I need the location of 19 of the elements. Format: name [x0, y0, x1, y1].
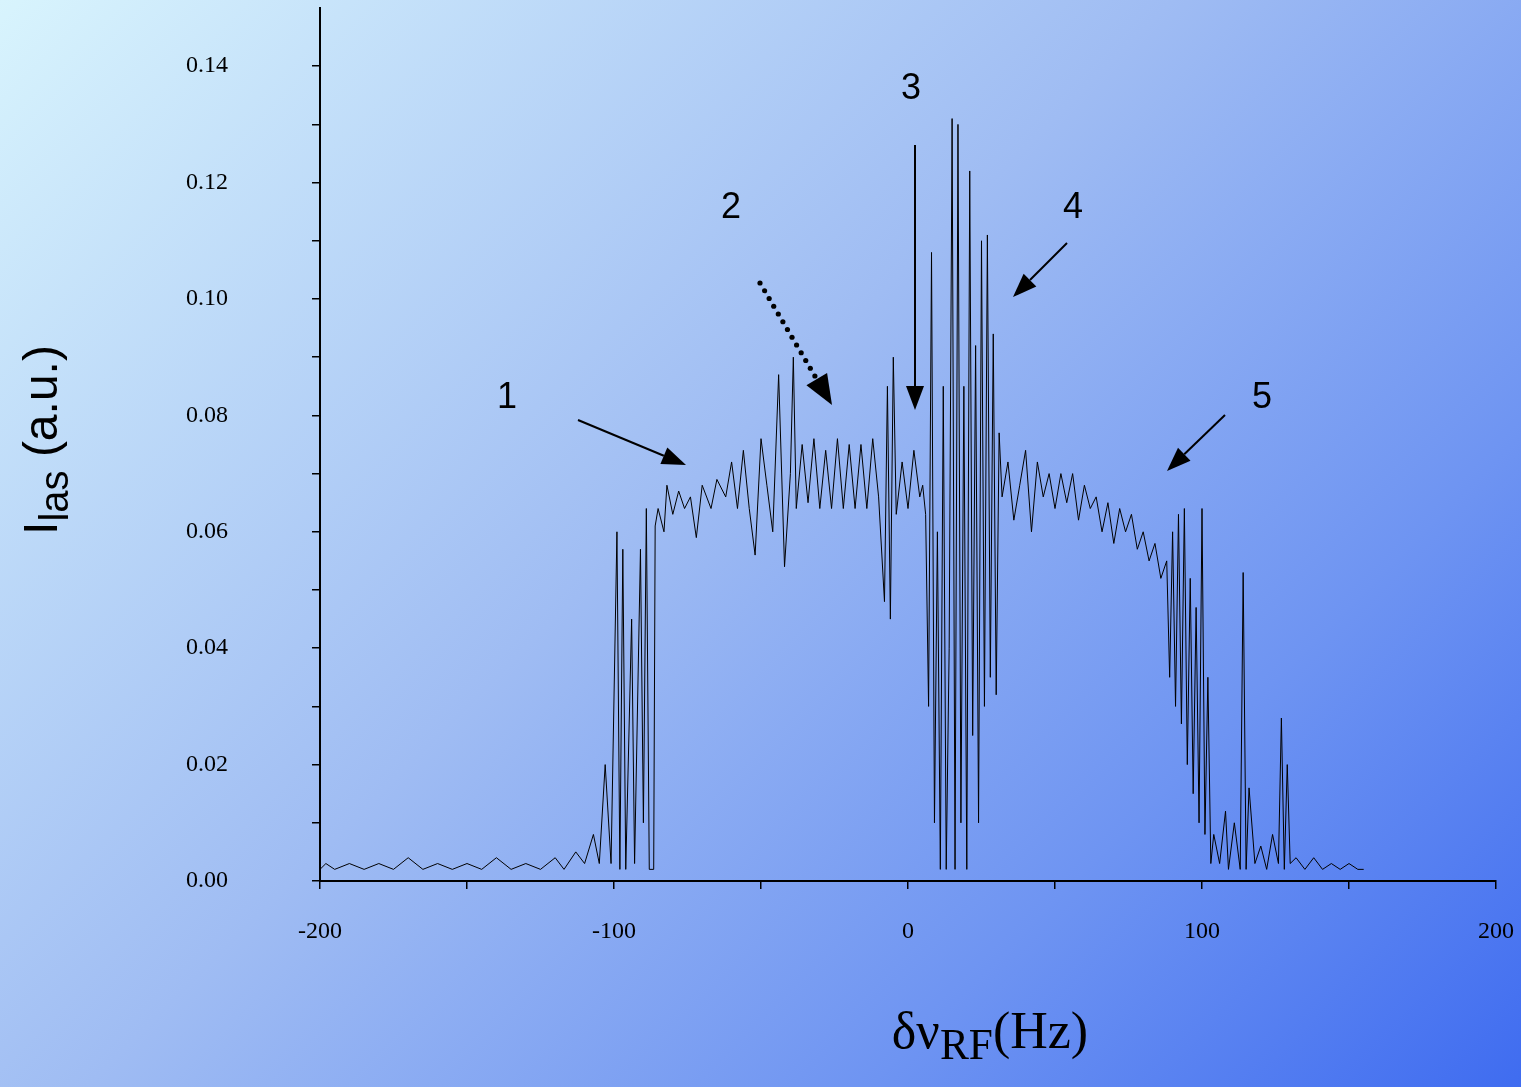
y-tick-label: 0.02 [186, 749, 228, 776]
x-tick-label: -200 [298, 916, 342, 943]
y-tick-label: 0.00 [186, 866, 228, 893]
annotation: 3 [900, 66, 922, 108]
x-tick-label: 0 [902, 916, 914, 943]
x-axis-title: δν$_{RF}$(Hz) [891, 1000, 1089, 1070]
y-tick-label: 0.08 [186, 400, 228, 427]
annotation: 5 [1251, 375, 1273, 417]
y-tick-label: 0.10 [186, 284, 228, 311]
x-tick-label: 200 [1478, 916, 1514, 943]
annotation: 1 [496, 375, 518, 417]
y-tick-label: 0.06 [186, 517, 228, 544]
x-tick-label: -100 [592, 916, 636, 943]
annotation: 4 [1062, 185, 1084, 227]
y-tick-label: 0.04 [186, 633, 228, 660]
annotation: 2 [720, 185, 742, 227]
y-tick-label: 0.12 [186, 167, 228, 194]
x-tick-label: 100 [1184, 916, 1220, 943]
y-tick-label: 0.14 [186, 51, 228, 78]
